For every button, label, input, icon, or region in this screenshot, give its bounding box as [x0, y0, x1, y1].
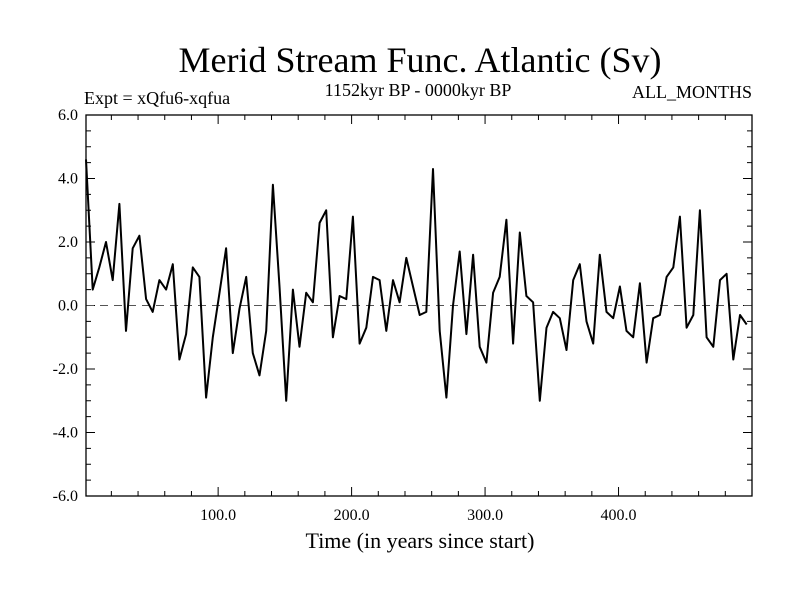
- x-axis-label: Time (in years since start): [306, 528, 535, 553]
- y-tick-label: -4.0: [53, 425, 78, 442]
- y-tick-label: -2.0: [53, 361, 78, 378]
- y-tick-label: 4.0: [58, 171, 78, 188]
- y-tick-label: 6.0: [58, 107, 78, 124]
- series-line: [85, 159, 748, 402]
- axis-ticks: [86, 114, 752, 497]
- y-tick-label: 2.0: [58, 234, 78, 251]
- x-tick-label: 400.0: [601, 507, 637, 524]
- months-label: ALL_MONTHS: [632, 82, 752, 102]
- time-range-label: 1152kyr BP - 0000kyr BP: [325, 80, 512, 100]
- y-tick-label: -6.0: [53, 488, 78, 505]
- y-tick-label: 0.0: [58, 298, 78, 315]
- x-tick-label: 200.0: [334, 507, 370, 524]
- chart-title: Merid Stream Func. Atlantic (Sv): [179, 40, 662, 80]
- experiment-label: Expt = xQfu6-xqfua: [84, 88, 230, 108]
- tick-labels: -6.0 -4.0 -2.0 0.0 2.0 4.0 6.0 100.0 200.0 300.0 4…: [53, 107, 637, 524]
- plot-frame: [85, 114, 753, 497]
- x-tick-label: 100.0: [200, 507, 236, 524]
- x-tick-label: 300.0: [467, 507, 503, 524]
